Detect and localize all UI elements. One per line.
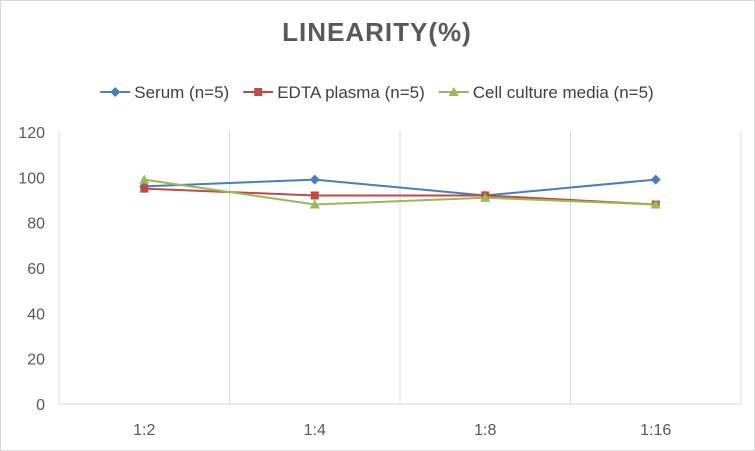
legend-label: Cell culture media (n=5) <box>473 83 654 102</box>
data-point <box>309 174 320 185</box>
chart-axes: 0 20 40 60 80 100 120 1:2 1:4 1:8 1:16 <box>18 125 742 439</box>
y-tick-label: 80 <box>27 216 45 233</box>
chart-title: LINEARITY(%) <box>282 17 472 47</box>
legend-marker <box>110 87 121 97</box>
x-tick-label: 1:2 <box>133 422 155 439</box>
data-point <box>650 199 661 209</box>
legend-item: EDTA plasma (n=5) <box>243 83 425 102</box>
y-tick-label: 60 <box>27 261 45 278</box>
y-tick-label: 0 <box>36 397 45 414</box>
legend-label: EDTA plasma (n=5) <box>277 83 425 102</box>
data-point <box>140 184 149 193</box>
legend-label: Serum (n=5) <box>134 83 229 102</box>
y-tick-label: 40 <box>27 306 45 323</box>
data-point <box>480 192 491 202</box>
x-tick-label: 1:8 <box>474 422 496 439</box>
data-point <box>309 199 320 209</box>
chart-series <box>139 174 661 209</box>
legend-item: Cell culture media (n=5) <box>438 83 654 102</box>
series-line <box>144 178 656 197</box>
data-point <box>650 174 661 185</box>
legend-marker <box>254 88 263 96</box>
y-tick-label: 20 <box>27 352 45 369</box>
y-tick-label: 120 <box>18 125 45 142</box>
legend-marker <box>448 87 459 96</box>
x-tick-label: 1:16 <box>640 422 671 439</box>
chart-legend: Serum (n=5) EDTA plasma (n=5) Cell culture… <box>100 83 654 102</box>
data-point <box>310 191 319 200</box>
x-tick-label: 1:4 <box>304 422 326 439</box>
chart-grid <box>229 132 571 404</box>
data-point <box>139 174 150 184</box>
series-3 <box>139 174 661 209</box>
series-line <box>144 178 656 206</box>
y-tick-label: 100 <box>18 170 45 187</box>
legend-item: Serum (n=5) <box>100 83 229 102</box>
